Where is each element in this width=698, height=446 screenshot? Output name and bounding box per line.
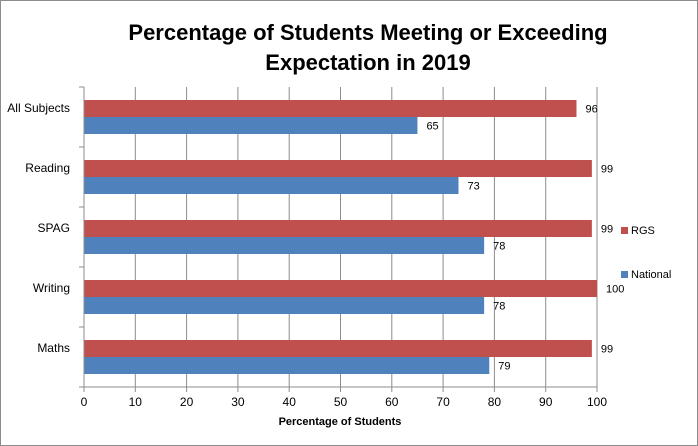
x-tick-label: 40 <box>283 395 297 409</box>
x-tick-label: 90 <box>539 395 553 409</box>
x-tick-label: 30 <box>231 395 245 409</box>
data-label: 99 <box>601 344 613 356</box>
x-tick-label: 20 <box>180 395 194 409</box>
data-label: 78 <box>493 301 505 313</box>
x-tick-label: 100 <box>587 395 607 409</box>
data-labels: 96 65 99 73 99 78 100 78 99 79 <box>426 104 624 373</box>
bar-national-spag <box>84 237 485 254</box>
bar-rgs-spag <box>84 220 592 237</box>
data-label: 78 <box>493 241 505 253</box>
data-label: 99 <box>601 164 613 176</box>
x-tick-label: 60 <box>385 395 399 409</box>
axes: 0 10 20 30 40 50 60 70 80 90 100 All Subjects Readin… <box>7 86 607 409</box>
bar-national-writing <box>84 297 485 314</box>
y-tick-label: Reading <box>25 161 70 175</box>
x-tick-label: 80 <box>488 395 502 409</box>
bars <box>84 100 597 374</box>
bar-rgs-reading <box>84 160 592 177</box>
bar-rgs-maths <box>84 340 592 357</box>
data-label: 73 <box>467 181 479 193</box>
x-tick-label: 10 <box>129 395 143 409</box>
bar-rgs-all-subjects <box>84 100 577 117</box>
y-tick-label: Writing <box>33 281 70 295</box>
legend: RGS National <box>621 225 671 281</box>
bar-national-reading <box>84 177 459 194</box>
data-label: 99 <box>601 224 613 236</box>
legend-label-national: National <box>631 269 671 281</box>
data-label: 65 <box>426 121 438 133</box>
bar-national-maths <box>84 357 490 374</box>
legend-swatch-national <box>621 271 628 278</box>
data-label: 100 <box>606 284 624 296</box>
y-tick-label: All Subjects <box>7 101 70 115</box>
data-label: 96 <box>585 104 597 116</box>
legend-swatch-rgs <box>621 227 628 234</box>
x-tick-label: 0 <box>81 395 88 409</box>
x-tick-label: 70 <box>436 395 450 409</box>
data-label: 79 <box>498 361 510 373</box>
chart-title: Percentage of Students Meeting or Exceed… <box>128 20 608 75</box>
x-axis-label: Percentage of Students <box>279 416 402 428</box>
x-tick-label: 50 <box>334 395 348 409</box>
y-tick-label: Maths <box>37 341 70 355</box>
y-tick-label: SPAG <box>38 221 70 235</box>
bar-national-all-subjects <box>84 117 418 134</box>
legend-label-rgs: RGS <box>631 225 655 237</box>
bar-rgs-writing <box>84 280 597 297</box>
